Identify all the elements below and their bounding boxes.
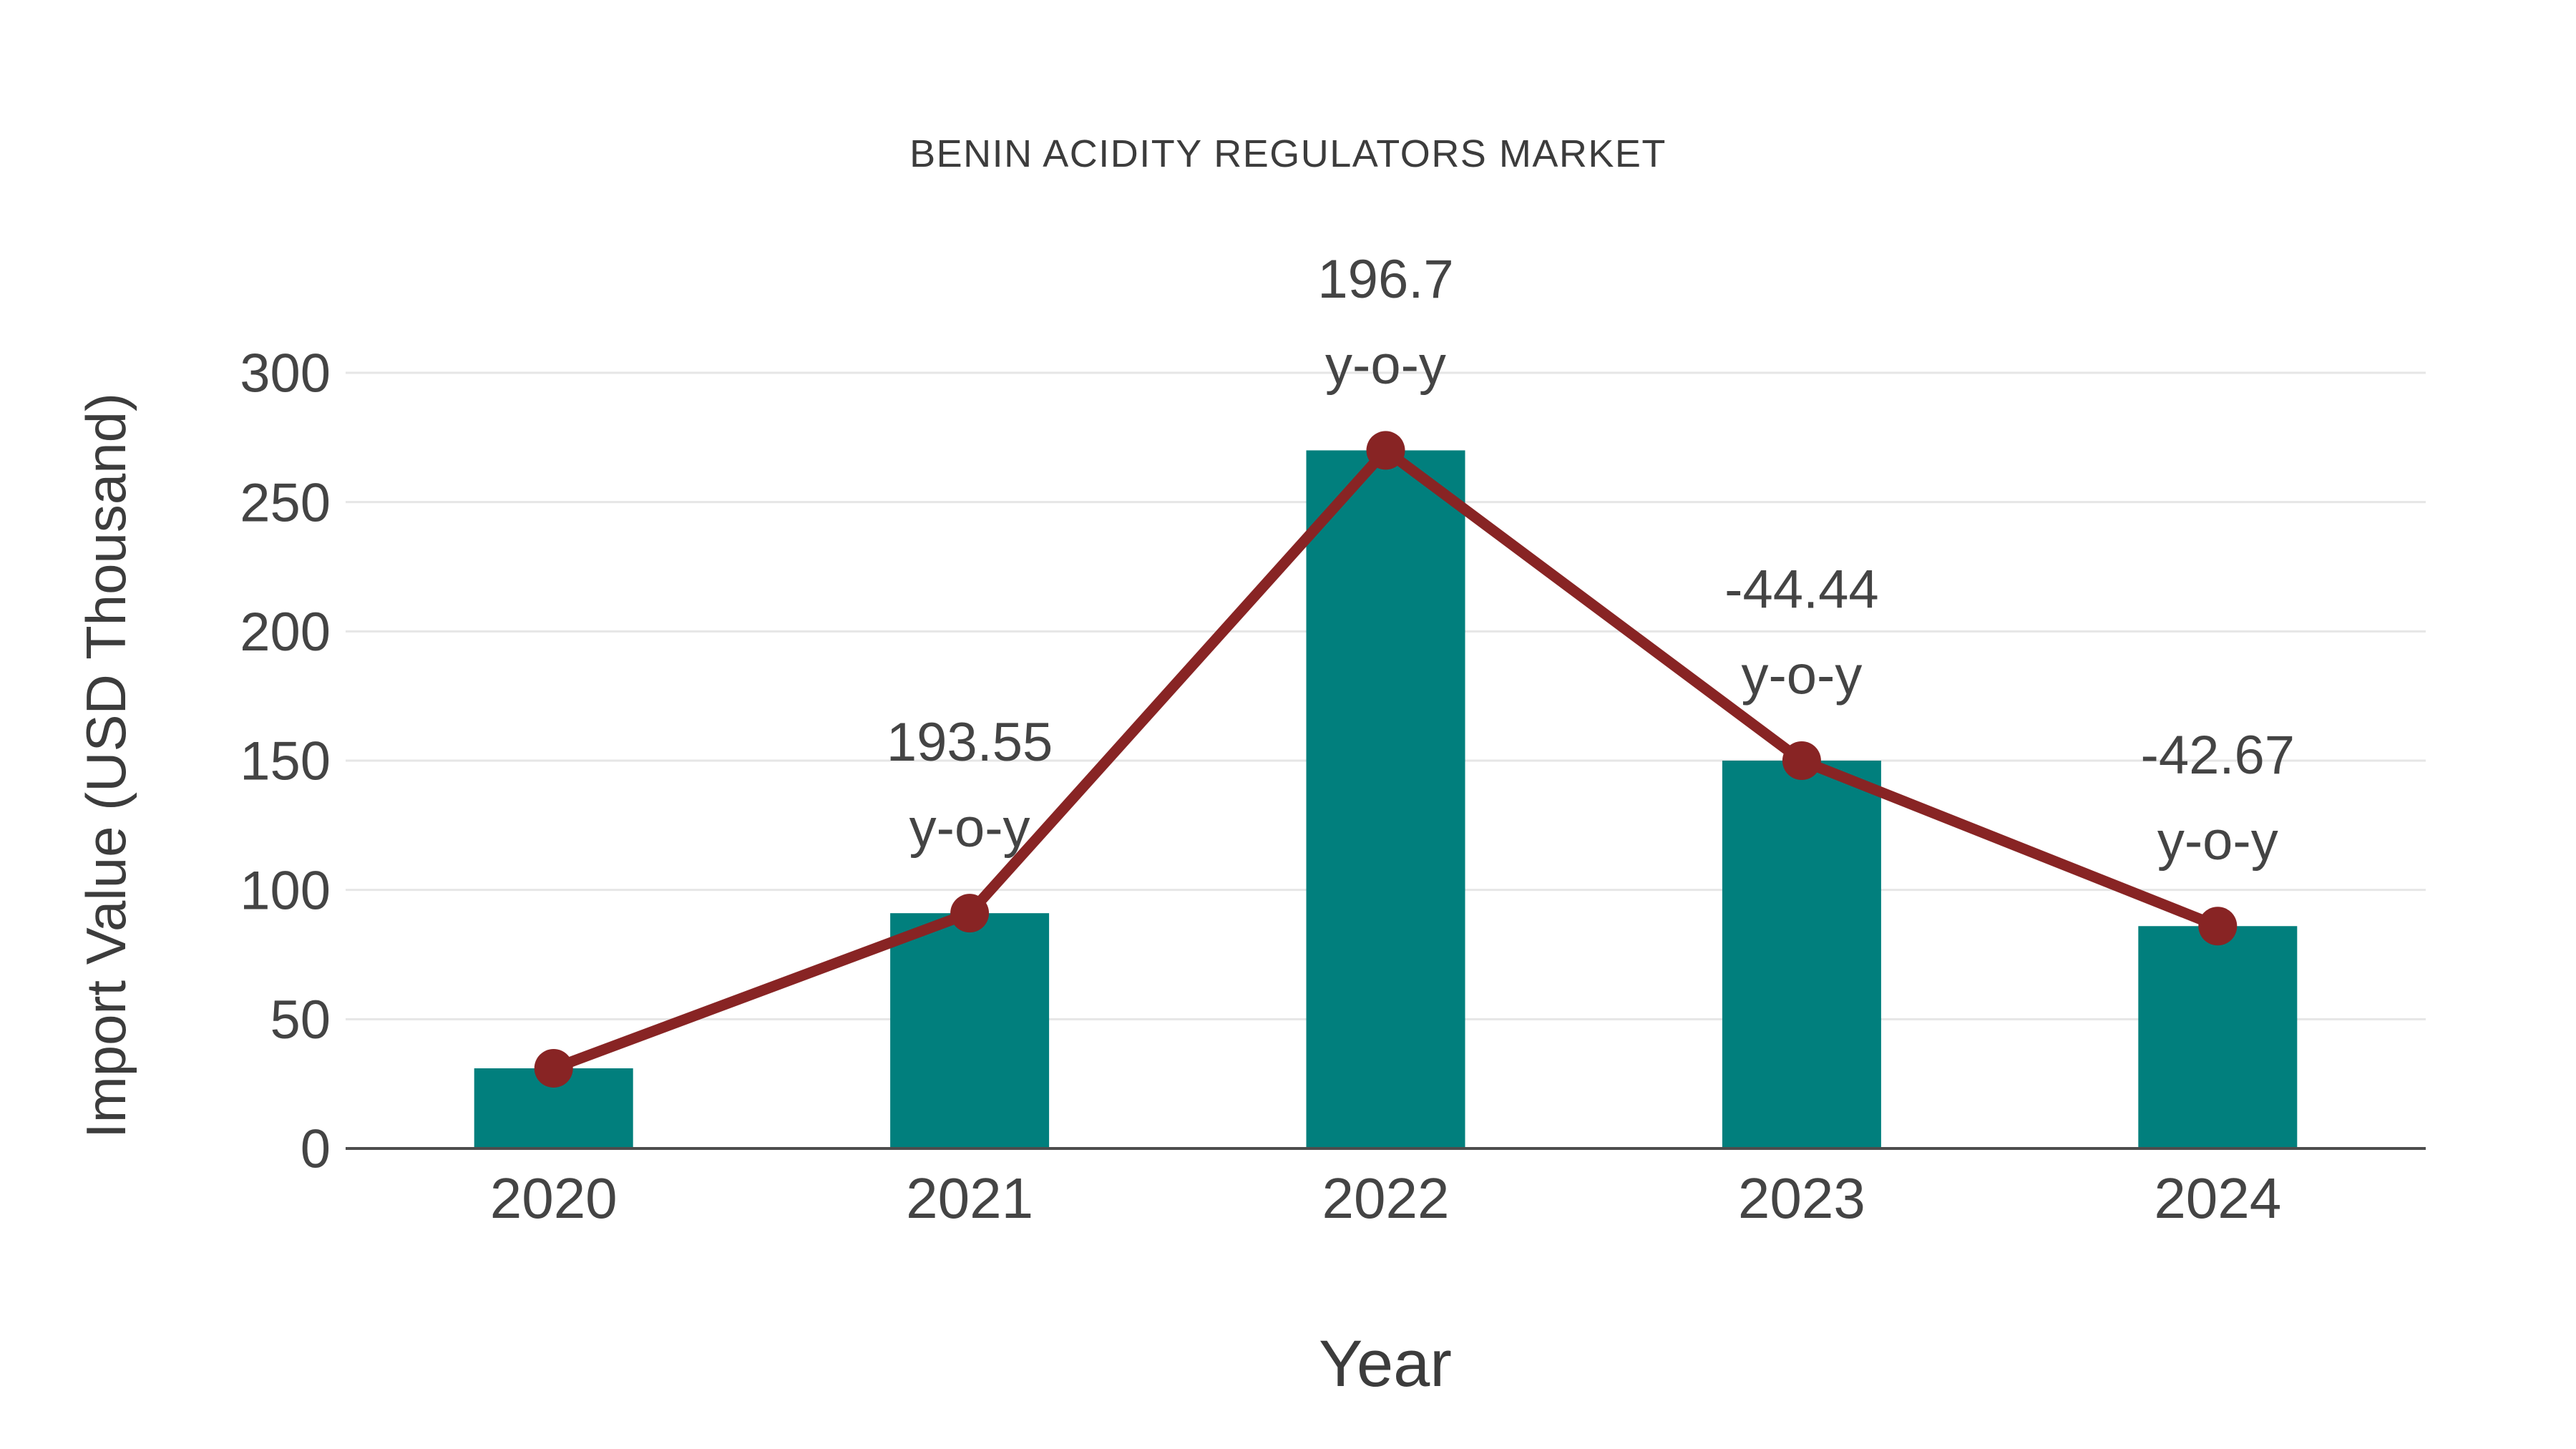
x-tick-label-2023: 2023 [1738,1166,1865,1230]
annotation-value-2021: 193.55 [887,712,1053,773]
x-tick-label-2024: 2024 [2154,1166,2281,1230]
y-tick-label-100: 100 [240,860,331,921]
chart-title: BENIN ACIDITY REGULATORS MARKET [909,132,1667,175]
annotation-value-2022: 196.7 [1317,249,1453,310]
annotation-suffix-2022: y-o-y [1325,335,1446,396]
y-tick-label-300: 300 [240,343,331,404]
bar-2024 [2138,926,2298,1148]
bar-2021 [890,913,1050,1148]
annotation-value-2024: -42.67 [2141,725,2296,786]
y-tick-label-50: 50 [270,990,331,1050]
annotation-suffix-2023: y-o-y [1741,645,1862,706]
y-axis-title: Import Value (USD Thousand) [74,393,137,1138]
line-point-2020 [534,1048,573,1088]
annotations: 193.55 y-o-y 196.7 y-o-y -44.44 y-o-y -42.67 y-… [887,249,2295,872]
x-tick-label-2022: 2022 [1322,1166,1450,1230]
line-point-2023 [1782,741,1821,780]
annotation-suffix-2024: y-o-y [2157,811,2278,872]
x-tick-label-2020: 2020 [490,1166,618,1230]
line-series [534,431,2238,1088]
x-axis-title: Year [1319,1327,1452,1400]
x-tick-label-2021: 2021 [906,1166,1033,1230]
line-point-2024 [2198,907,2238,946]
tick-labels: 0 50 100 150 200 250 300 2020 2021 2022 2023 2024 [240,343,2281,1230]
annotation-suffix-2021: y-o-y [909,798,1030,859]
y-tick-label-250: 250 [240,472,331,533]
bar-series [474,450,2298,1148]
line-point-2022 [1366,431,1405,470]
line-point-2021 [950,894,990,933]
annotation-value-2023: -44.44 [1724,560,1879,620]
bar-2022 [1306,450,1465,1148]
y-tick-label-0: 0 [301,1119,331,1180]
y-tick-label-150: 150 [240,731,331,792]
bar-2023 [1722,761,1881,1148]
y-tick-label-200: 200 [240,602,331,663]
